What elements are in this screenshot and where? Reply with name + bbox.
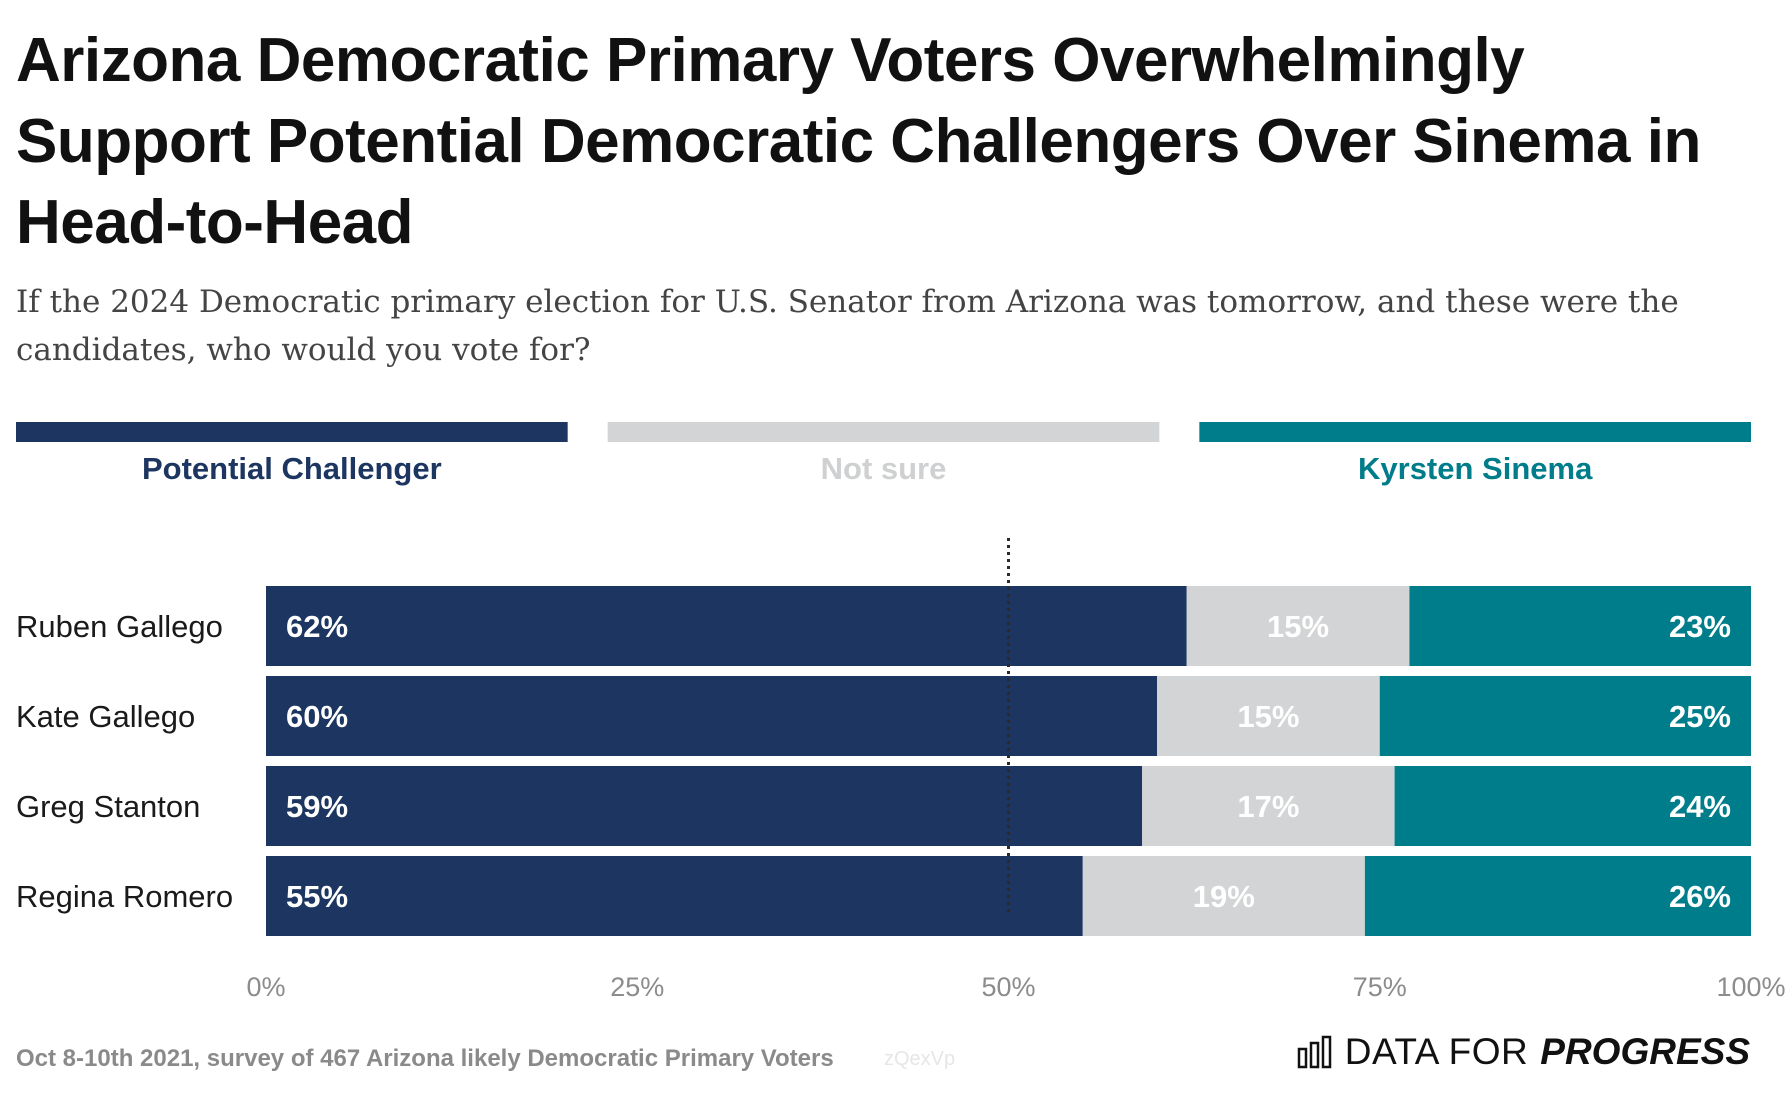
bar-segment-0 — [266, 766, 1143, 846]
category-label: Kate Gallego — [16, 699, 195, 734]
bar-row: Regina Romero 55% 19% 26% — [16, 856, 1751, 936]
legend-swatch-2 — [1199, 422, 1751, 442]
category-label: Regina Romero — [16, 879, 233, 914]
x-tick-label: 50% — [981, 972, 1035, 1002]
chart-rows: Ruben Gallego 62% 15% 23% Kate Gallego 60% 15%… — [16, 586, 1751, 936]
data-label-2: 23% — [1669, 609, 1731, 644]
bar-segment-1 — [1157, 676, 1380, 756]
bar-segment-0 — [266, 586, 1187, 666]
legend-swatch-0 — [16, 422, 568, 442]
data-label-0: 59% — [286, 789, 348, 824]
data-label-0: 55% — [286, 879, 348, 914]
chart-title: Arizona Democratic Primary Voters Overwh… — [16, 26, 1701, 257]
logo-text-heavy: PROGRESS — [1540, 1031, 1750, 1072]
data-label-1: 19% — [1193, 879, 1255, 914]
x-tick-label: 100% — [1716, 972, 1785, 1002]
legend: Potential Challenger Not sure Kyrsten Sine… — [16, 422, 1751, 486]
data-for-progress-logo: DATA FOR PROGRESS — [1297, 1030, 1750, 1074]
legend-label-0: Potential Challenger — [142, 451, 442, 486]
data-label-2: 25% — [1669, 699, 1731, 734]
bar-row: Greg Stanton 59% 17% 24% — [16, 766, 1751, 846]
data-label-2: 26% — [1669, 879, 1731, 914]
bar-segment-2 — [1394, 766, 1751, 846]
source-note: Oct 8-10th 2021, survey of 467 Arizona l… — [16, 1045, 834, 1072]
data-label-2: 24% — [1669, 789, 1731, 824]
logo-text-light: DATA FOR — [1344, 1031, 1529, 1072]
data-label-1: 15% — [1237, 699, 1299, 734]
bar-chart-logo-icon — [1297, 1035, 1331, 1069]
data-label-0: 62% — [286, 609, 348, 644]
bar-segment-0 — [266, 676, 1157, 756]
data-label-1: 15% — [1267, 609, 1329, 644]
watermark: zQexVp — [884, 1048, 956, 1070]
x-tick-label: 0% — [246, 972, 285, 1002]
x-tick-label: 75% — [1353, 972, 1407, 1002]
bar-segment-1 — [1186, 586, 1410, 666]
legend-label-1: Not sure — [821, 451, 947, 486]
data-label-0: 60% — [286, 699, 348, 734]
bar-segment-2 — [1364, 856, 1751, 936]
category-label: Ruben Gallego — [16, 609, 223, 644]
bar-segment-1 — [1082, 856, 1365, 936]
bar-segment-2 — [1379, 676, 1751, 756]
legend-label-2: Kyrsten Sinema — [1358, 451, 1593, 486]
chart-subtitle: If the 2024 Democratic primary election … — [16, 284, 1679, 368]
bar-segment-1 — [1142, 766, 1395, 846]
x-tick-label: 25% — [610, 972, 664, 1002]
legend-swatch-1 — [607, 422, 1160, 442]
data-label-1: 17% — [1237, 789, 1299, 824]
bar-segment-0 — [266, 856, 1083, 936]
category-label: Greg Stanton — [16, 789, 200, 824]
bar-row: Kate Gallego 60% 15% 25% — [16, 676, 1751, 756]
bar-segment-2 — [1409, 586, 1751, 666]
bar-row: Ruben Gallego 62% 15% 23% — [16, 586, 1751, 666]
x-axis: 0% 25% 50% 75% 100% — [246, 972, 1785, 1002]
